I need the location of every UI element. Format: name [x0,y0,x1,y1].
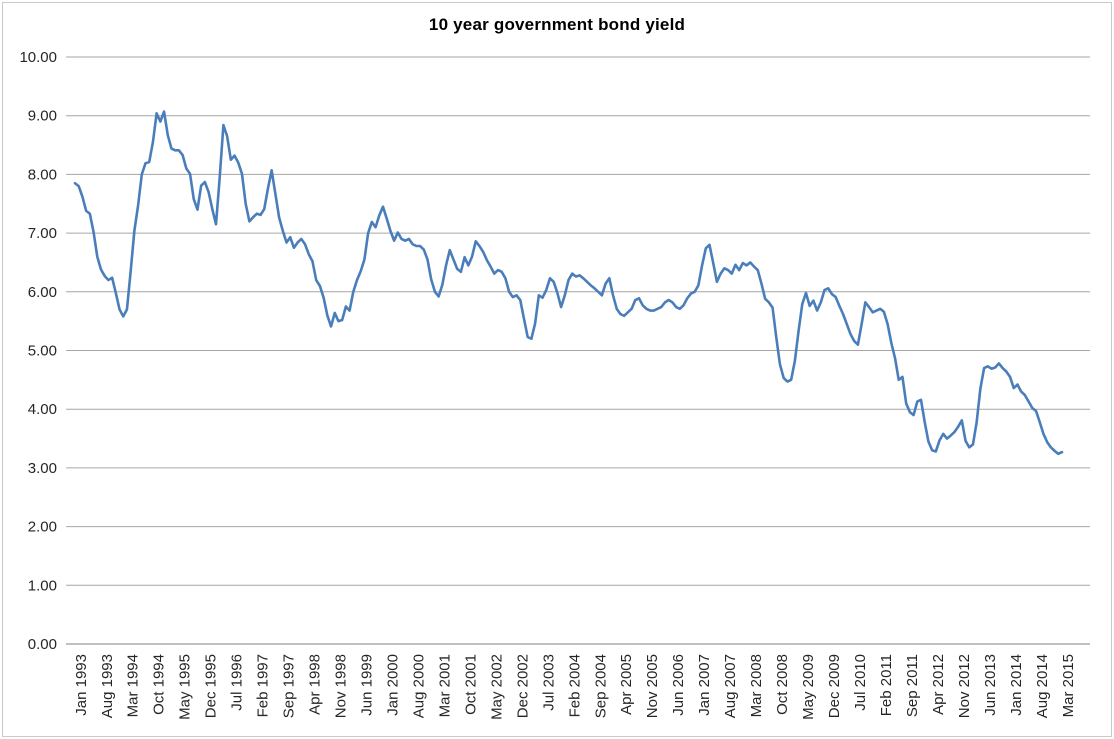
x-axis-labels: Jan 1993 Aug 1993 Mar 1994 Oct 1994 May 1995… [73,654,1077,720]
x-tick-label: Oct 2008 [774,654,791,715]
y-tick-label: 7.00 [28,225,57,242]
x-tick-label: Jan 2007 [696,654,713,716]
x-tick-label: Jul 2010 [852,654,869,711]
y-tick-label: 8.00 [28,166,57,183]
x-tick-label: Feb 2011 [878,654,895,716]
x-tick-label: Aug 1993 [99,654,116,718]
x-tick-label: May 2002 [488,654,505,720]
x-tick-label: Apr 2005 [618,654,635,715]
y-axis-labels: 0.00 1.00 2.00 3.00 4.00 5.00 6.00 7.00 8.00 9.00… [19,49,57,653]
x-tick-label: Jan 1993 [73,654,90,716]
y-tick-label: 9.00 [28,108,57,125]
x-tick-label: Nov 2005 [644,654,661,718]
x-tick-label: Aug 2014 [1034,654,1051,718]
x-tick-label: Oct 1994 [151,654,168,715]
x-tick-label: Oct 2001 [462,654,479,715]
x-tick-label: Aug 2000 [410,654,427,718]
x-tick-label: Jun 2013 [982,654,999,716]
y-tick-label: 0.00 [28,636,57,653]
y-tick-label: 2.00 [28,519,57,536]
x-tick-label: Mar 2001 [436,654,453,717]
line-chart-canvas: 0.00 1.00 2.00 3.00 4.00 5.00 6.00 7.00 8.00 9.00… [19,49,1090,720]
x-tick-label: Nov 1998 [333,654,350,718]
y-tick-label: 3.00 [28,460,57,477]
x-tick-label: Sep 2011 [904,654,921,717]
y-tick-label: 6.00 [28,284,57,301]
x-tick-label: Nov 2012 [956,654,973,718]
x-tick-label: Dec 2009 [826,654,843,718]
x-tick-label: Jan 2000 [384,654,401,716]
series-line-10-year-government-bond-yield [73,110,1064,456]
x-tick-label: Jun 2006 [670,654,687,716]
y-tick-label: 1.00 [28,577,57,594]
y-tick-label: 5.00 [28,343,57,360]
x-tick-label: Mar 2015 [1060,654,1077,717]
x-tick-label: Dec 1995 [203,654,220,718]
x-tick-label: Jul 2003 [540,654,557,711]
x-tick-label: Feb 1997 [255,654,272,717]
x-tick-label: Apr 2012 [930,654,947,715]
x-tick-label: Aug 2007 [722,654,739,718]
gridlines [66,56,1090,645]
x-tick-label: Dec 2002 [514,654,531,718]
x-tick-label: Sep 1997 [281,654,298,718]
x-tick-label: Sep 2004 [592,654,609,718]
x-tick-label: Mar 1994 [125,654,142,717]
x-tick-label: Jun 1999 [359,654,376,716]
x-tick-label: Jul 1996 [229,654,246,711]
x-tick-label: May 1995 [177,654,194,720]
x-tick-label: May 2009 [800,654,817,720]
x-tick-label: Apr 1998 [307,654,324,715]
y-tick-label: 10.00 [19,49,57,66]
chart-title: 10 year government bond yield [428,15,686,34]
x-tick-label: Mar 2008 [748,654,765,717]
x-tick-label: Feb 2004 [566,654,583,717]
y-tick-label: 4.00 [28,401,57,418]
x-tick-label: Jan 2014 [1008,654,1025,716]
